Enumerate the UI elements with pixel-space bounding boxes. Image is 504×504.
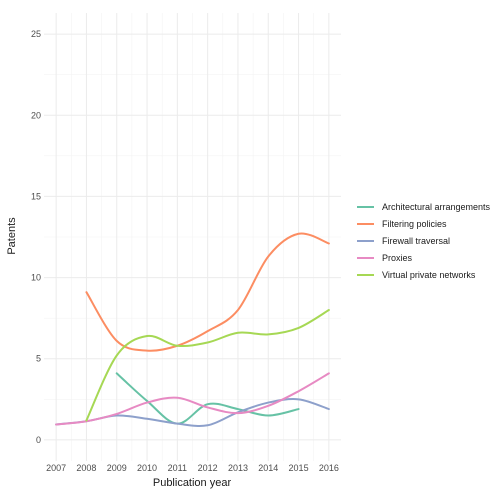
x-axis-title: Publication year xyxy=(153,477,232,489)
x-tick-label: 2012 xyxy=(198,463,218,473)
y-tick-label: 25 xyxy=(31,29,41,39)
x-tick-label: 2016 xyxy=(319,463,339,473)
y-tick-label: 5 xyxy=(36,354,41,364)
x-tick-label: 2009 xyxy=(107,463,127,473)
legend-label-filtering-policies: Filtering policies xyxy=(382,219,447,229)
x-tick-label: 2014 xyxy=(258,463,278,473)
minor-gridlines xyxy=(44,13,341,461)
legend-label-architectural-arrangements: Architectural arrangements xyxy=(382,202,491,212)
x-tick-label: 2011 xyxy=(168,463,187,473)
y-tick-label: 20 xyxy=(31,110,41,120)
y-tick-label: 0 xyxy=(36,435,41,445)
x-tick-label: 2007 xyxy=(46,463,66,473)
y-tick-label: 15 xyxy=(31,191,41,201)
x-tick-label: 2008 xyxy=(76,463,96,473)
y-tick-label: 10 xyxy=(31,273,41,283)
legend-label-virtual-private-networks: Virtual private networks xyxy=(382,270,476,280)
x-tick-label: 2015 xyxy=(289,463,309,473)
legend: Architectural arrangements Filtering poli… xyxy=(357,202,491,280)
x-tick-label: 2010 xyxy=(137,463,157,473)
y-tick-labels: 0 5 10 15 20 25 xyxy=(31,29,41,445)
x-tick-labels: 2007 2008 2009 2010 2011 2012 2013 2014 2015 2016 xyxy=(46,463,339,473)
legend-label-proxies: Proxies xyxy=(382,253,413,263)
y-axis-title: Patents xyxy=(6,217,18,255)
legend-label-firewall-traversal: Firewall traversal xyxy=(382,236,450,246)
x-tick-label: 2013 xyxy=(228,463,248,473)
